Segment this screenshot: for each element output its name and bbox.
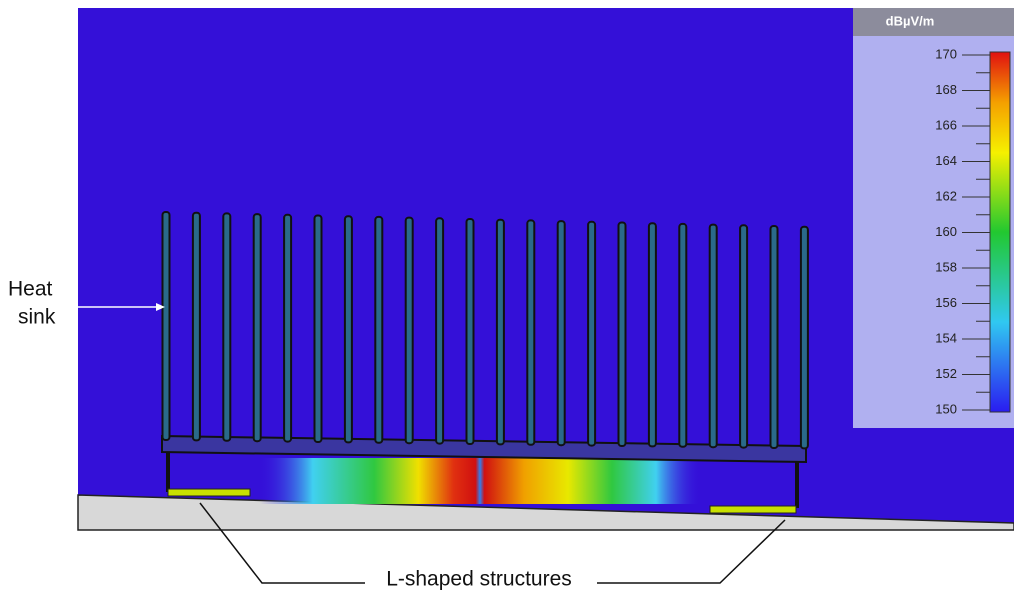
fin (345, 216, 352, 442)
fin (467, 219, 474, 444)
tick-label: 150 (935, 401, 957, 416)
l-shaped-label: L-shaped structures (386, 568, 572, 591)
l-structure (168, 489, 250, 496)
fin (619, 223, 626, 447)
field-hotspot (260, 458, 700, 504)
fin (193, 213, 200, 441)
fin (375, 217, 382, 443)
tick-label: 152 (935, 366, 957, 381)
tick-label: 164 (935, 153, 957, 168)
fin (740, 225, 747, 447)
tick-label: 160 (935, 224, 957, 239)
fin (588, 222, 595, 446)
fin (558, 221, 565, 445)
tick-label: 154 (935, 330, 957, 345)
fin (801, 227, 808, 449)
fin (315, 216, 322, 443)
colorbar-unit: dBµV/m (886, 13, 935, 28)
leg (166, 452, 170, 492)
fin (497, 220, 504, 445)
colorbar (990, 52, 1010, 412)
fin (284, 215, 291, 442)
fin (436, 218, 443, 443)
tick-label: 170 (935, 46, 957, 61)
heat-sink-label: sink (18, 306, 56, 329)
tick-label: 158 (935, 259, 957, 274)
figure: dBµV/m 150 152 154 156 158 160 162 164 166 168 170… (0, 0, 1014, 593)
fin (710, 225, 717, 448)
fin (649, 223, 656, 446)
l-structure (710, 506, 796, 513)
fin (163, 212, 170, 440)
leg (795, 462, 799, 508)
tick-label: 156 (935, 295, 957, 310)
fin (223, 213, 230, 440)
fin (254, 214, 261, 441)
tick-label: 168 (935, 82, 957, 97)
heat-sink-label: Heat (8, 278, 53, 301)
tick-label: 166 (935, 117, 957, 132)
fin (406, 218, 413, 444)
fin (527, 220, 534, 444)
fin (679, 224, 686, 447)
tick-label: 162 (935, 188, 957, 203)
fin (771, 226, 778, 448)
